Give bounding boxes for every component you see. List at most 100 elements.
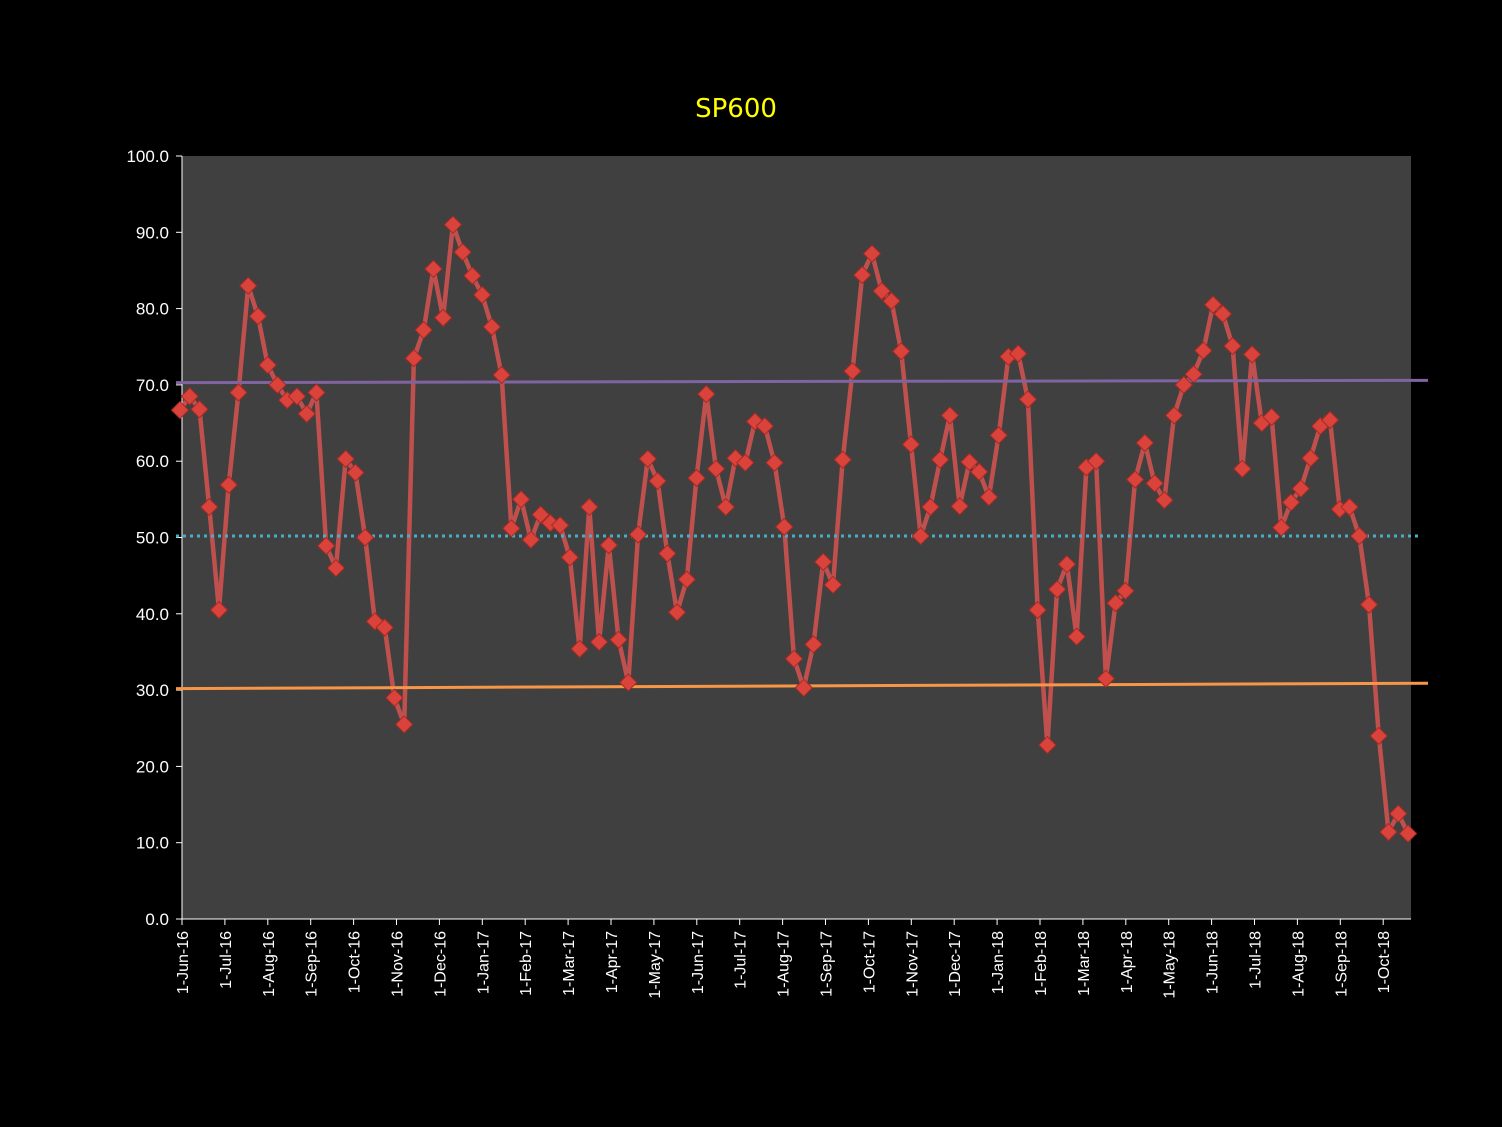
data-point [1057, 554, 1077, 574]
data-point [1281, 493, 1301, 512]
data-point [1047, 580, 1067, 599]
x-tick-label: 1-Sep-16 [304, 931, 321, 997]
data-point [823, 575, 843, 595]
y-tick-label: 10.0 [136, 834, 169, 853]
y-tick-label: 40.0 [136, 605, 169, 624]
data-point [1398, 824, 1418, 843]
data-point [1116, 581, 1135, 601]
data-point [989, 426, 1008, 445]
data-point [609, 630, 628, 649]
data-point [1106, 593, 1125, 613]
data-point [170, 400, 190, 420]
data-point [775, 517, 794, 537]
x-tick-label: 1-Sep-17 [819, 931, 836, 997]
data-point [570, 639, 589, 659]
x-tick-label: 1-Aug-16 [261, 931, 278, 997]
plot-area [182, 156, 1411, 919]
data-point [638, 449, 658, 469]
data-point [1038, 735, 1057, 755]
data-point [843, 361, 862, 381]
data-point [580, 497, 599, 517]
y-tick-label: 70.0 [136, 376, 169, 395]
data-point [287, 387, 307, 406]
data-point [433, 308, 453, 327]
x-tick-label: 1-Oct-16 [347, 931, 364, 993]
data-point [229, 383, 248, 402]
x-tick-label: 1-Apr-17 [604, 931, 621, 993]
data-point [1369, 726, 1388, 746]
data-point [1067, 627, 1086, 646]
data-point [394, 715, 414, 734]
x-tick-label: 1-Feb-18 [1033, 931, 1050, 996]
data-point [550, 516, 570, 535]
data-point [531, 505, 550, 524]
data-point [979, 487, 999, 507]
data-point [1028, 600, 1047, 620]
data-point [248, 307, 268, 326]
reference-line [175, 378, 1429, 385]
data-point [336, 449, 355, 469]
data-point [1164, 406, 1184, 425]
data-point [1389, 804, 1408, 823]
data-point [921, 497, 940, 517]
x-tick-label: 1-Dec-16 [432, 931, 449, 997]
data-point [765, 453, 784, 472]
x-tick-label: 1-Sep-18 [1333, 931, 1350, 997]
data-point [1242, 345, 1262, 364]
data-point [872, 281, 891, 301]
x-tick-label: 1-Jul-18 [1248, 931, 1265, 989]
data-point [619, 673, 638, 692]
data-point [463, 266, 482, 285]
data-point [239, 276, 258, 295]
y-axis: 0.0 10.0 20.0 30.0 40.0 50.0 60.0 70.0 80.0 90.0 1… [126, 147, 183, 929]
data-point [1155, 490, 1174, 510]
x-tick-label: 1-Oct-17 [861, 931, 878, 993]
data-point [404, 348, 424, 368]
data-point [755, 416, 774, 436]
data-point [1301, 448, 1320, 468]
data-point [453, 242, 472, 262]
x-tick-label: 1-Jan-18 [990, 931, 1007, 994]
y-tick-label: 30.0 [136, 681, 169, 700]
data-point [960, 452, 979, 472]
data-point [1135, 433, 1155, 453]
data-point [375, 618, 394, 637]
data-point [1233, 459, 1252, 479]
data-point [219, 475, 238, 495]
data-point [502, 519, 521, 538]
data-point [833, 450, 852, 469]
x-tick-label: 1-Feb-17 [518, 931, 535, 996]
data-point [706, 459, 726, 479]
data-point [1379, 822, 1398, 842]
data-point [589, 632, 609, 652]
data-point [1223, 336, 1242, 356]
data-point [599, 535, 619, 555]
data-point [297, 404, 316, 424]
x-tick-label: 1-Mar-18 [1076, 931, 1093, 996]
x-tick-label: 1-Jul-16 [218, 931, 235, 989]
data-point [365, 612, 385, 631]
data-point [1194, 341, 1213, 360]
data-point [1184, 365, 1203, 384]
data-point [882, 291, 901, 311]
x-tick-label: 1-Aug-17 [776, 931, 793, 997]
data-point [414, 320, 433, 340]
data-point [911, 526, 930, 546]
data-point [1145, 474, 1164, 493]
data-point [424, 259, 443, 279]
data-point [930, 450, 950, 469]
x-tick-label: 1-Jun-16 [175, 931, 192, 994]
data-point [667, 603, 687, 622]
data-point [950, 497, 969, 516]
data-point [385, 688, 404, 707]
data-point [1350, 526, 1369, 546]
x-axis: 1-Jun-16 1-Jul-16 1-Aug-16 1-Sep-16 1-Oct-16… [175, 918, 1411, 999]
data-point [658, 544, 677, 563]
y-tick-label: 90.0 [136, 223, 169, 242]
data-point [677, 570, 697, 589]
data-point [180, 387, 199, 406]
data-point [1272, 518, 1291, 537]
data-point [940, 406, 960, 425]
data-point [268, 375, 287, 395]
data-point [1125, 470, 1145, 489]
